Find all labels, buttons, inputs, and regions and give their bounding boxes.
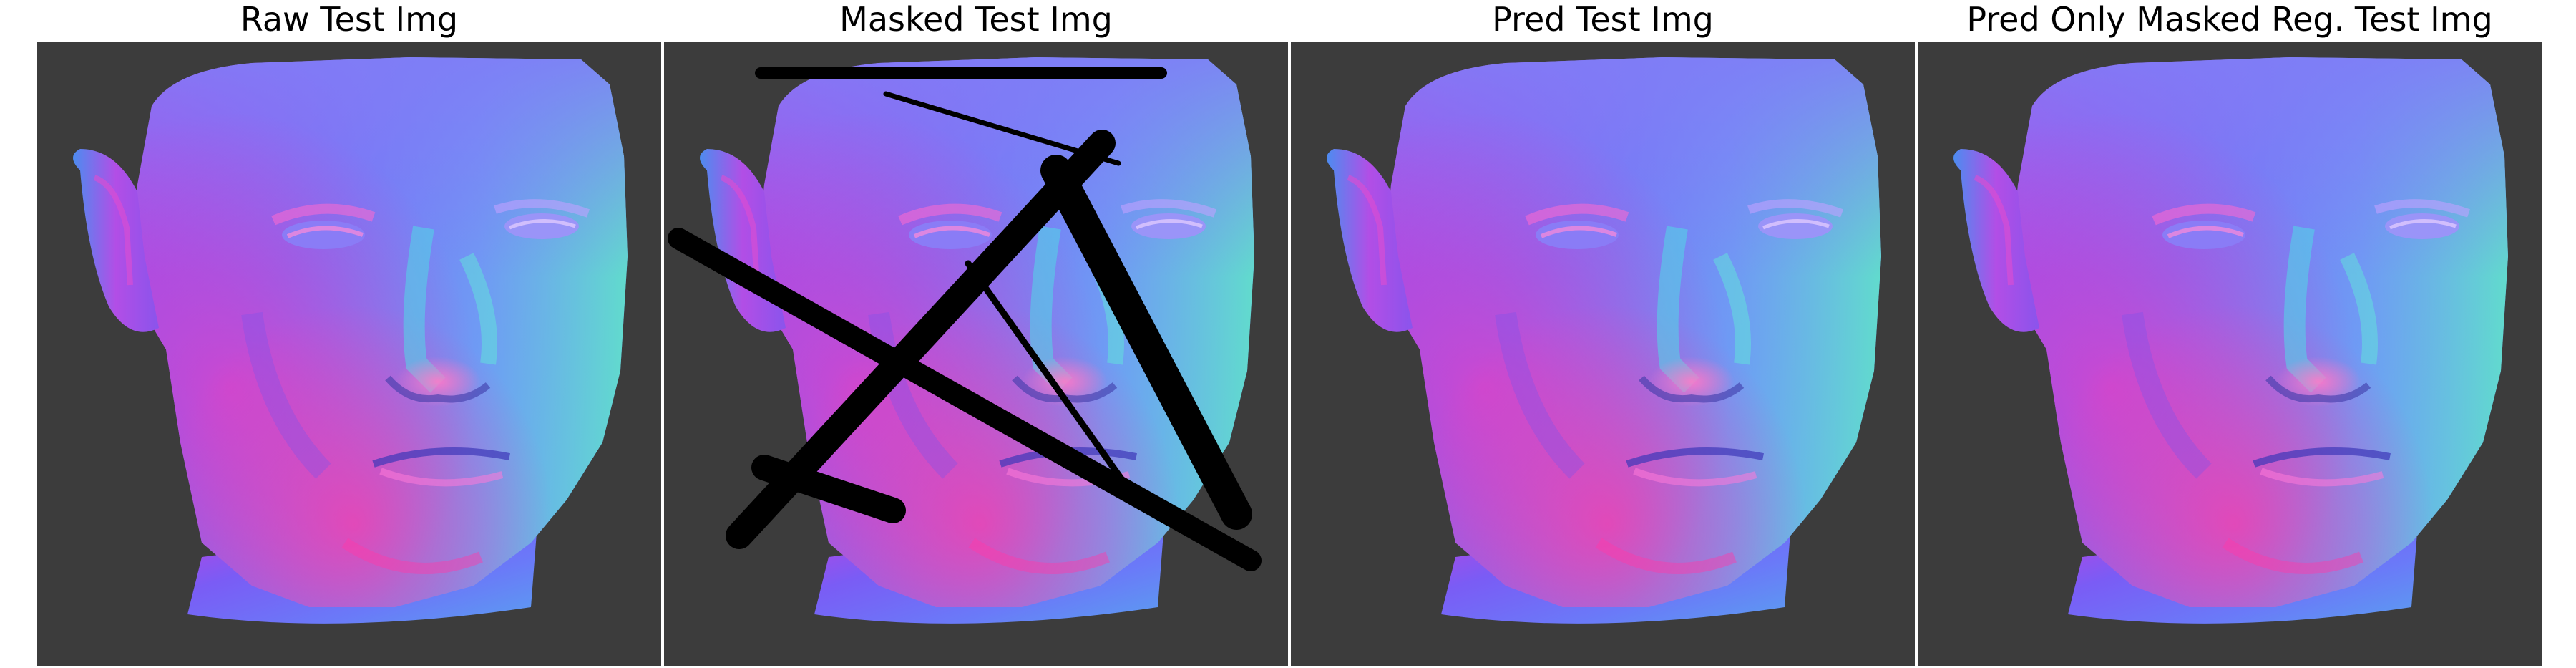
panel-title: Pred Only Masked Reg. Test Img <box>1966 0 2493 39</box>
face-normal-map-image <box>37 42 661 666</box>
face-render <box>664 42 1288 666</box>
panel-title: Pred Test Img <box>1492 0 1714 39</box>
mask-stroke <box>1040 155 1252 530</box>
panel-raw: Raw Test Img <box>37 0 661 668</box>
panel-title: Masked Test Img <box>839 0 1113 39</box>
panel-title: Raw Test Img <box>240 0 459 39</box>
predicted-face-image <box>1291 42 1915 666</box>
face-render <box>37 42 661 666</box>
panel-masked: Masked Test Img <box>664 0 1288 668</box>
mask-stroke <box>965 260 1140 503</box>
face-render <box>1918 42 2542 666</box>
masked-face-image <box>664 42 1288 666</box>
panel-pred-masked-region: Pred Only Masked Reg. Test Img <box>1918 0 2542 668</box>
composited-face-image <box>1918 42 2542 666</box>
mask-stroke <box>751 455 906 523</box>
mask-stroke <box>668 228 1262 571</box>
mask-strokes <box>668 67 1262 571</box>
panel-pred: Pred Test Img <box>1291 0 1915 668</box>
face-render <box>1291 42 1915 666</box>
